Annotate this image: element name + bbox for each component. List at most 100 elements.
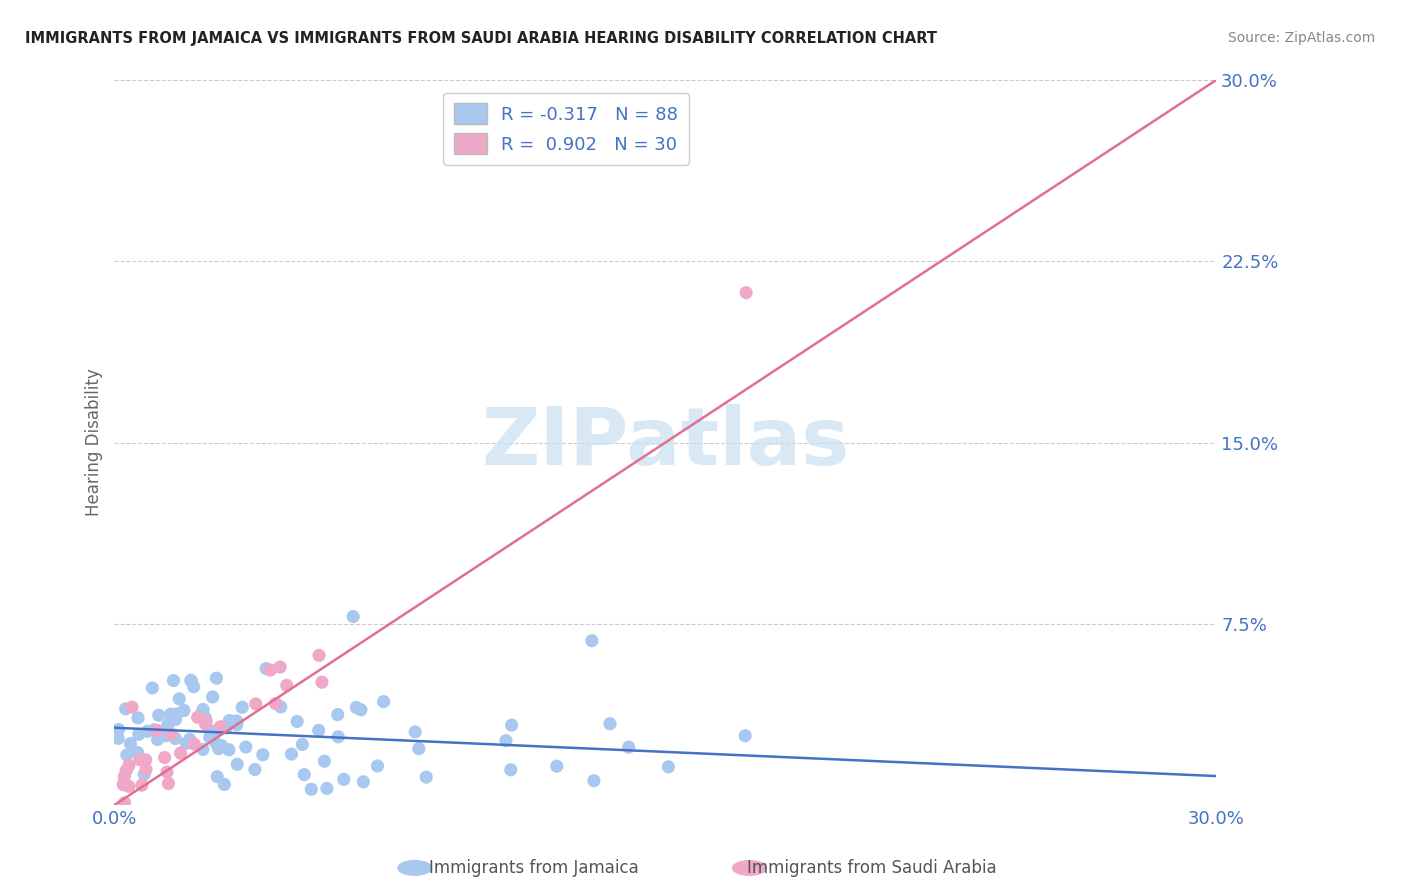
Point	[285, 714, 308, 729]
Point	[342, 609, 364, 624]
Point	[143, 723, 166, 737]
Point	[156, 765, 179, 780]
Point	[328, 730, 350, 744]
Point	[350, 703, 373, 717]
Point	[131, 778, 153, 792]
Point	[167, 691, 190, 706]
Point	[153, 750, 176, 764]
Point	[209, 740, 232, 755]
Point	[183, 737, 205, 751]
Point	[160, 727, 183, 741]
Point	[191, 702, 214, 716]
Point	[657, 760, 679, 774]
Point	[201, 690, 224, 704]
Point	[280, 747, 302, 761]
Point	[501, 718, 523, 732]
Point	[145, 723, 167, 738]
Point	[195, 714, 218, 728]
Point	[136, 724, 159, 739]
Point	[134, 767, 156, 781]
Point	[314, 754, 336, 768]
Point	[128, 753, 150, 767]
Point	[148, 708, 170, 723]
Point	[225, 717, 247, 731]
Point	[198, 731, 221, 745]
Point	[118, 758, 141, 772]
Point	[155, 729, 177, 743]
Point	[495, 733, 517, 747]
Point	[194, 717, 217, 731]
Legend: R = -0.317   N = 88, R =  0.902   N = 30: R = -0.317 N = 88, R = 0.902 N = 30	[443, 93, 689, 165]
Point	[115, 747, 138, 762]
Point	[617, 740, 640, 755]
Point	[202, 724, 225, 739]
Text: Source: ZipAtlas.com: Source: ZipAtlas.com	[1227, 31, 1375, 45]
Point	[218, 743, 240, 757]
Point	[205, 736, 228, 750]
Point	[120, 737, 142, 751]
Point	[205, 671, 228, 685]
Point	[114, 796, 136, 810]
Point	[408, 741, 430, 756]
Point	[157, 776, 180, 790]
Point	[156, 717, 179, 731]
Point	[270, 699, 292, 714]
Point	[107, 723, 129, 737]
Point	[112, 778, 135, 792]
Point	[245, 697, 267, 711]
Point	[599, 716, 621, 731]
Point	[291, 738, 314, 752]
Point	[107, 731, 129, 746]
Point	[373, 695, 395, 709]
Point	[209, 720, 232, 734]
Point	[114, 702, 136, 716]
Point	[208, 741, 231, 756]
Point	[735, 285, 758, 300]
Text: ZIPatlas: ZIPatlas	[481, 403, 849, 482]
Point	[243, 763, 266, 777]
Ellipse shape	[398, 860, 433, 876]
Point	[191, 706, 214, 720]
Point	[121, 700, 143, 714]
Point	[235, 739, 257, 754]
Point	[581, 633, 603, 648]
Point	[173, 704, 195, 718]
Point	[308, 648, 330, 663]
Point	[146, 732, 169, 747]
Point	[183, 680, 205, 694]
Point	[218, 714, 240, 728]
Point	[299, 782, 322, 797]
Text: IMMIGRANTS FROM JAMAICA VS IMMIGRANTS FROM SAUDI ARABIA HEARING DISABILITY CORRE: IMMIGRANTS FROM JAMAICA VS IMMIGRANTS FR…	[25, 31, 938, 46]
Point	[264, 697, 287, 711]
Point	[118, 780, 141, 794]
Point	[366, 759, 388, 773]
Point	[499, 763, 522, 777]
Point	[252, 747, 274, 762]
Point	[162, 673, 184, 688]
Point	[215, 721, 238, 735]
Point	[333, 772, 356, 787]
Point	[231, 700, 253, 714]
Point	[191, 742, 214, 756]
Point	[187, 710, 209, 724]
Text: Immigrants from Jamaica: Immigrants from Jamaica	[429, 859, 640, 877]
Point	[269, 660, 291, 674]
Point	[211, 739, 233, 753]
Point	[308, 723, 330, 738]
Point	[311, 675, 333, 690]
Point	[404, 725, 426, 739]
Point	[180, 673, 202, 688]
Point	[292, 767, 315, 781]
Point	[165, 731, 187, 746]
Point	[112, 777, 135, 791]
Point	[225, 714, 247, 729]
Point	[202, 727, 225, 741]
Point	[141, 681, 163, 695]
Point	[176, 736, 198, 750]
Point	[225, 714, 247, 728]
Point	[179, 732, 201, 747]
Point	[180, 674, 202, 689]
Point	[352, 774, 374, 789]
Point	[582, 773, 605, 788]
Point	[159, 707, 181, 722]
